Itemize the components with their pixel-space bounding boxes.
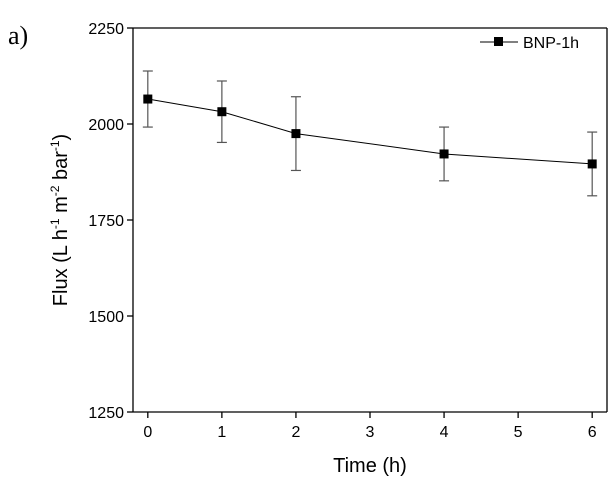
plot-frame: [132, 27, 608, 413]
x-ticks: 0 1 2 3 4 5 6: [143, 412, 597, 441]
y-tick-label: 1750: [88, 213, 124, 230]
data-point-marker: [587, 159, 597, 169]
x-tick-label: 2: [291, 424, 300, 441]
y-tick-label: 1250: [88, 405, 124, 422]
series-group: [142, 70, 598, 197]
x-axis-title: Time (h): [333, 455, 407, 477]
y-axis-title-sup-3: -1: [48, 140, 62, 151]
legend-marker-icon: [494, 37, 503, 46]
data-point-marker: [143, 94, 153, 104]
series-line: [147, 98, 593, 165]
legend-series-name: BNP-1h: [523, 35, 579, 52]
x-tick-label: 0: [143, 424, 152, 441]
y-tick-label: 2000: [88, 117, 124, 134]
data-point-marker: [439, 149, 449, 159]
y-axis-title-part-4: ): [50, 134, 72, 141]
y-axis-title-part-3: bar: [50, 151, 72, 186]
panel-label: a): [8, 21, 28, 50]
x-tick-label: 6: [588, 424, 597, 441]
x-tick-label: 4: [440, 424, 449, 441]
x-tick-label: 5: [514, 424, 523, 441]
y-axis-title-sup-2: -2: [48, 185, 62, 196]
data-point-marker: [291, 129, 301, 139]
x-tick-label: 3: [366, 424, 375, 441]
y-axis-title-sup-1: -1: [48, 218, 62, 229]
y-tick-label: 1500: [88, 309, 124, 326]
y-tick-label: 2250: [88, 21, 124, 38]
y-axis-title-part-1: Flux (L h: [50, 229, 72, 306]
data-point-marker: [217, 107, 227, 117]
x-tick-label: 1: [217, 424, 226, 441]
y-axis-title: Flux (L h-1 m-2 bar-1): [48, 134, 72, 306]
legend: BNP-1h: [480, 35, 579, 52]
y-axis-title-part-2: m: [50, 196, 72, 218]
y-ticks: 1250 1500 1750 2000 2250: [88, 21, 133, 422]
